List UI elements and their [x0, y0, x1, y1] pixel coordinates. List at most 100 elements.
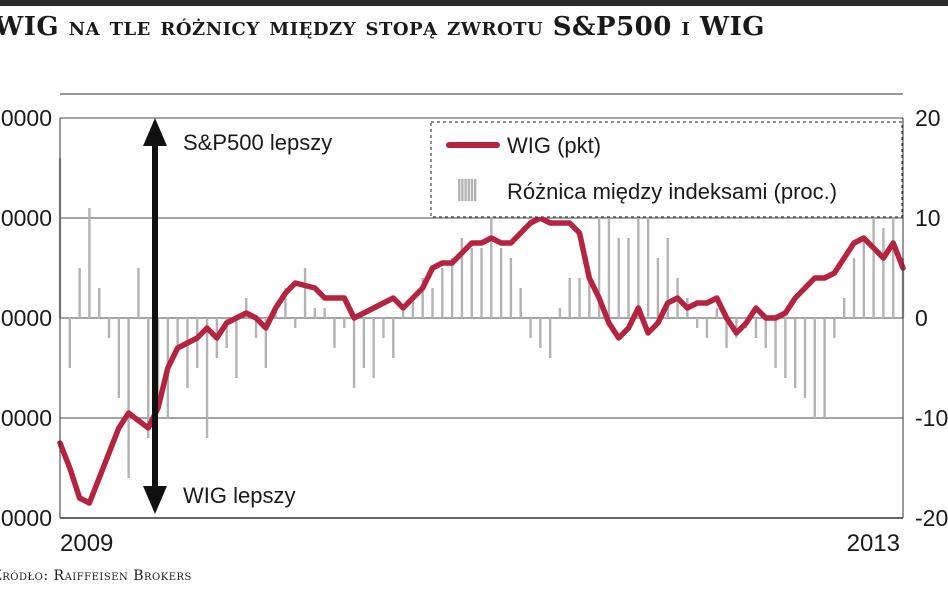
- diff-bar: [392, 318, 395, 358]
- diff-bar: [637, 218, 640, 318]
- diff-bar: [813, 318, 816, 418]
- diff-bar: [137, 268, 140, 318]
- legend-diff-swatch: [458, 179, 477, 201]
- diff-bar: [196, 318, 199, 368]
- legend-wig-label: WIG (pkt): [507, 133, 601, 158]
- left-tick-label: 30000: [0, 405, 52, 431]
- diff-bar: [823, 318, 826, 418]
- diff-bar: [372, 318, 375, 378]
- diff-bar: [774, 318, 777, 368]
- diff-bar: [862, 238, 865, 318]
- legend-bar-stripe: [461, 179, 464, 201]
- diff-bar: [715, 308, 718, 318]
- diff-bar: [499, 248, 503, 318]
- annotation-top: S&P500 lepszy: [183, 130, 332, 155]
- diff-bar: [78, 268, 81, 318]
- diff-bar: [176, 318, 179, 348]
- diff-bar: [117, 318, 121, 398]
- diff-bar: [705, 318, 709, 338]
- legend-bar-stripe: [474, 179, 477, 201]
- chart-title: WIG na tle różnicy między stopą zwrotu S…: [0, 12, 765, 42]
- diff-bar: [568, 278, 571, 318]
- legend-bar-stripe: [467, 179, 470, 201]
- diff-bar: [656, 258, 660, 318]
- left-tick-label: 60000: [0, 105, 52, 131]
- diff-bar: [264, 318, 268, 368]
- diff-bar: [235, 318, 238, 378]
- right-tick-label: 0: [915, 305, 928, 331]
- left-tick-label: 50000: [0, 205, 52, 231]
- left-axis-ticks: 60000 50000 40000 30000 20000: [0, 105, 52, 531]
- legend-bar-stripe: [470, 179, 474, 201]
- diff-bar: [156, 318, 160, 408]
- diff-bar: [872, 218, 875, 318]
- diff-bar: [147, 318, 150, 438]
- diff-bar: [882, 228, 885, 318]
- diff-bar: [833, 318, 836, 338]
- top-rule: [0, 0, 948, 6]
- diff-bar: [588, 278, 591, 318]
- diff-bar: [842, 298, 846, 318]
- diff-bar: [480, 248, 483, 318]
- diff-bar: [617, 238, 620, 318]
- diff-bar: [254, 318, 258, 338]
- diff-bar: [764, 318, 767, 348]
- diff-bar: [294, 318, 297, 328]
- diff-bar: [382, 318, 385, 338]
- legend-bar-stripe: [458, 179, 461, 201]
- right-tick-label: 20: [915, 105, 941, 131]
- diff-bar: [98, 288, 101, 318]
- diff-bar: [490, 218, 493, 318]
- diff-bar: [401, 308, 405, 318]
- diff-bar: [421, 278, 424, 318]
- right-tick-label: 10: [915, 205, 941, 231]
- x-start-label: 2009: [60, 530, 113, 557]
- legend-diff-label: Różnica między indeksami (proc.): [507, 179, 837, 204]
- diff-bar: [431, 288, 434, 318]
- plot-frame: [59, 93, 904, 519]
- diff-bar: [509, 258, 513, 318]
- diff-bar: [607, 218, 611, 318]
- left-tick-label: 20000: [0, 505, 52, 531]
- diff-bar: [891, 218, 895, 318]
- legend-box: [430, 121, 903, 218]
- right-axis-ticks: 20 10 0 -10 -20: [915, 105, 948, 531]
- diff-bar: [695, 318, 699, 328]
- diff-bar: [303, 268, 307, 318]
- double-arrow: [143, 118, 167, 514]
- x-end-label: 2013: [847, 530, 900, 557]
- diff-bar: [107, 318, 111, 338]
- diff-bar: [186, 318, 189, 388]
- diff-bar: [441, 268, 444, 318]
- diff-bar: [578, 278, 581, 318]
- diff-bar: [343, 318, 346, 328]
- arrow-up-head: [143, 118, 167, 146]
- diff-bar: [519, 288, 522, 318]
- diff-bar: [784, 318, 787, 378]
- left-tick-label: 40000: [0, 305, 52, 331]
- diff-bar: [450, 258, 454, 318]
- diff-bar: [548, 318, 552, 358]
- diff-bar: [284, 288, 287, 318]
- arrow-down-head: [143, 486, 167, 514]
- diff-bar: [597, 218, 601, 318]
- diff-bar: [88, 208, 91, 318]
- diff-bar: [127, 318, 130, 478]
- diff-bar: [627, 238, 630, 318]
- diff-bar: [313, 308, 317, 318]
- diff-bar: [470, 248, 473, 318]
- right-tick-label: -10: [915, 405, 948, 431]
- wig-line: [57, 215, 906, 506]
- annotation-bottom: WIG lepszy: [183, 483, 295, 508]
- diff-bar: [539, 318, 542, 348]
- diff-bar: [323, 308, 326, 318]
- diff-bar: [803, 318, 807, 398]
- diff-bar: [754, 318, 758, 338]
- diff-bar: [666, 238, 669, 318]
- legend: WIG (pkt) Różnica między indeksami (proc…: [430, 121, 903, 218]
- wig-line-group: [57, 215, 906, 506]
- diff-bar: [558, 308, 562, 318]
- diff-bar: [411, 298, 415, 318]
- diff-bar: [68, 318, 72, 368]
